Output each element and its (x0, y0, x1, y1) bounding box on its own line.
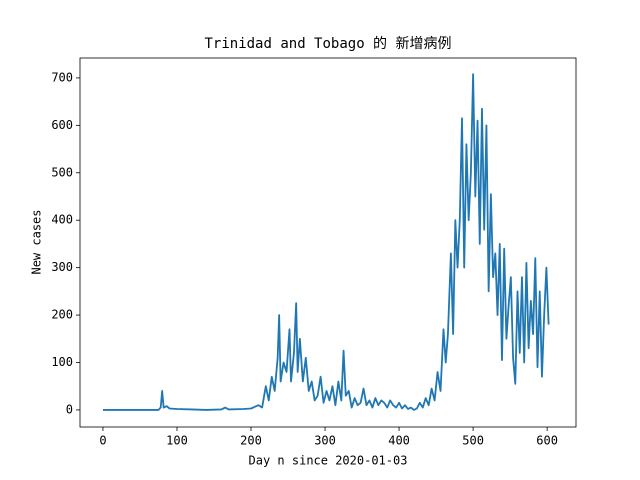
y-tick-label: 100 (51, 355, 73, 369)
y-tick-label: 500 (51, 165, 73, 179)
y-tick-label: 0 (66, 402, 73, 416)
chart-title: Trinidad and Tobago 的 新增病例 (204, 36, 451, 52)
x-tick-label: 400 (388, 434, 410, 448)
x-axis-label: Day n since 2020-01-03 (249, 454, 408, 468)
y-tick-label: 700 (51, 70, 73, 84)
x-tick-label: 200 (240, 434, 262, 448)
plot-frame (79, 57, 577, 428)
y-tick-label: 200 (51, 308, 73, 322)
data-line (102, 73, 550, 411)
y-tick-label: 400 (51, 213, 73, 227)
x-tick-label: 500 (462, 434, 484, 448)
y-tick-label: 600 (51, 118, 73, 132)
x-tick-label: 600 (536, 434, 558, 448)
y-axis-label: New cases (30, 209, 44, 274)
x-tick-label: 0 (99, 434, 106, 448)
x-tick-label: 100 (166, 434, 188, 448)
x-tick-label: 300 (314, 434, 336, 448)
y-tick-label: 300 (51, 260, 73, 274)
